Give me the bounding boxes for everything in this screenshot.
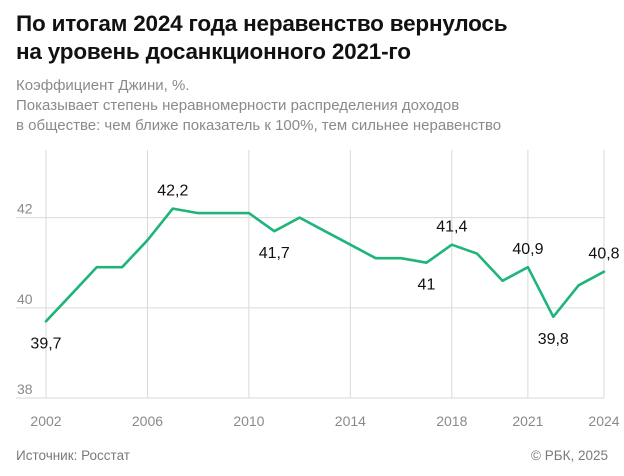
subtitle-line-3: в обществе: чем ближе показатель к 100%,…: [16, 117, 502, 134]
data-label: 41: [418, 277, 436, 294]
data-label: 41,7: [259, 245, 290, 262]
data-label: 39,8: [538, 331, 569, 348]
data-label: 40,8: [588, 246, 619, 263]
title-line-2: на уровень досанкционного 2021-го: [16, 39, 411, 64]
x-tick-label: 2018: [436, 413, 467, 429]
chart-subtitle: Коэффициент Джини, %. Показывает степень…: [16, 76, 612, 136]
x-tick-label: 2021: [512, 413, 543, 429]
x-tick-label: 2002: [30, 413, 61, 429]
x-tick-label: 2010: [233, 413, 264, 429]
source-note: Источник: Росстат: [16, 448, 130, 463]
x-tick-label: 2024: [588, 413, 619, 429]
title-line-1: По итогам 2024 года неравенство вернулос…: [16, 11, 508, 36]
data-label: 41,4: [436, 219, 467, 236]
chart-title: По итогам 2024 года неравенство вернулос…: [16, 10, 612, 66]
x-tick-label: 2006: [132, 413, 163, 429]
data-label: 40,9: [512, 241, 543, 258]
x-tick-label: 2014: [335, 413, 366, 429]
data-label: 39,7: [30, 335, 61, 352]
series-line: [44, 207, 606, 323]
data-label: 42,2: [157, 183, 188, 200]
copyright-note: © РБК, 2025: [531, 448, 608, 463]
subtitle-line-2: Показывает степень неравномерности распр…: [16, 97, 460, 114]
subtitle-line-1: Коэффициент Джини, %.: [16, 77, 190, 94]
y-tick-label: 38: [17, 381, 33, 397]
y-tick-label: 42: [17, 201, 33, 217]
y-tick-label: 40: [17, 291, 33, 307]
